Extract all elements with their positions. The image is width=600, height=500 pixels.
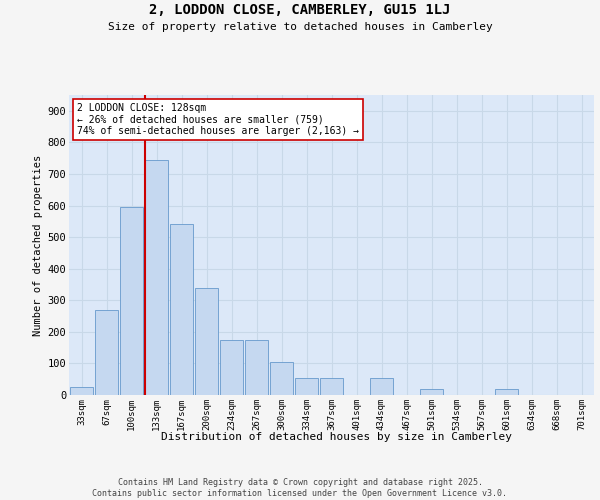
Bar xyxy=(119,207,143,395)
Bar xyxy=(370,378,394,395)
Bar xyxy=(145,160,169,395)
Bar xyxy=(95,310,118,395)
Text: Size of property relative to detached houses in Camberley: Size of property relative to detached ho… xyxy=(107,22,493,32)
Text: 2, LODDON CLOSE, CAMBERLEY, GU15 1LJ: 2, LODDON CLOSE, CAMBERLEY, GU15 1LJ xyxy=(149,2,451,16)
Bar xyxy=(170,224,193,395)
Bar xyxy=(70,387,94,395)
Bar xyxy=(320,378,343,395)
Bar xyxy=(419,388,443,395)
Bar xyxy=(494,388,518,395)
Text: 2 LODDON CLOSE: 128sqm
← 26% of detached houses are smaller (759)
74% of semi-de: 2 LODDON CLOSE: 128sqm ← 26% of detached… xyxy=(77,102,359,136)
Bar xyxy=(194,288,218,395)
Bar xyxy=(295,378,319,395)
Y-axis label: Number of detached properties: Number of detached properties xyxy=(34,154,43,336)
Bar xyxy=(220,340,244,395)
Text: Contains HM Land Registry data © Crown copyright and database right 2025.
Contai: Contains HM Land Registry data © Crown c… xyxy=(92,478,508,498)
Text: Distribution of detached houses by size in Camberley: Distribution of detached houses by size … xyxy=(161,432,512,442)
Bar xyxy=(269,362,293,395)
Bar xyxy=(245,340,268,395)
